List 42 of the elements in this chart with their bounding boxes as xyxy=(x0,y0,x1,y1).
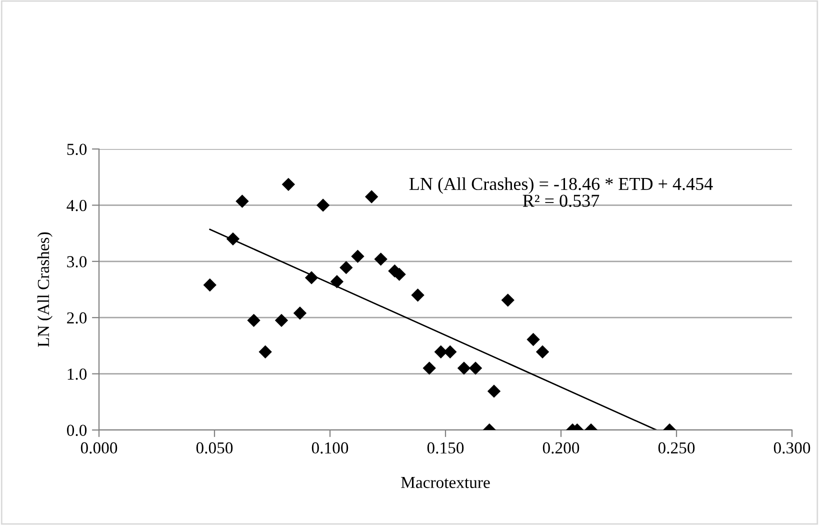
x-tick-label: 0.150 xyxy=(427,442,464,454)
y-tick-label: 3.0 xyxy=(67,256,87,268)
point xyxy=(457,362,471,375)
y-tick-label: 4.0 xyxy=(66,200,87,212)
point xyxy=(236,194,249,208)
x-tick-label: 0.050 xyxy=(196,442,233,454)
point xyxy=(411,288,424,302)
point xyxy=(444,345,457,358)
point xyxy=(374,252,388,266)
point xyxy=(364,190,378,204)
point xyxy=(468,362,482,375)
point xyxy=(330,275,344,288)
y-tick-label: 0.0 xyxy=(66,424,87,436)
x-tick-label: 0.250 xyxy=(658,442,695,454)
x-tick-label: 0.300 xyxy=(774,442,810,454)
point xyxy=(316,198,330,212)
x-axis-title: Macrotexture xyxy=(401,477,490,488)
point xyxy=(422,362,436,375)
point xyxy=(226,232,240,246)
x-tick-label: 0.000 xyxy=(80,442,118,454)
point xyxy=(274,314,288,327)
point xyxy=(351,250,364,263)
point xyxy=(247,314,260,327)
point xyxy=(526,332,540,346)
annotation: R² = 0.537 xyxy=(522,194,600,207)
point xyxy=(282,178,296,191)
point xyxy=(203,278,216,292)
x-tick-label: 0.200 xyxy=(542,442,580,454)
annotation: LN (All Crashes) = -18.46 * ETD + 4.454 xyxy=(409,177,713,194)
point xyxy=(501,294,514,307)
y-axis-title: LN (All Crashes) xyxy=(37,232,52,347)
point xyxy=(304,271,318,284)
y-tick-label: 5.0 xyxy=(67,144,87,156)
point xyxy=(487,384,501,398)
x-tick-label: 0.100 xyxy=(312,442,348,454)
point xyxy=(258,345,272,358)
point xyxy=(293,306,307,320)
point xyxy=(434,345,448,358)
y-tick-label: 2.0 xyxy=(67,312,87,324)
point xyxy=(536,345,550,358)
point xyxy=(340,260,353,274)
y-tick-label: 1.0 xyxy=(68,368,87,380)
